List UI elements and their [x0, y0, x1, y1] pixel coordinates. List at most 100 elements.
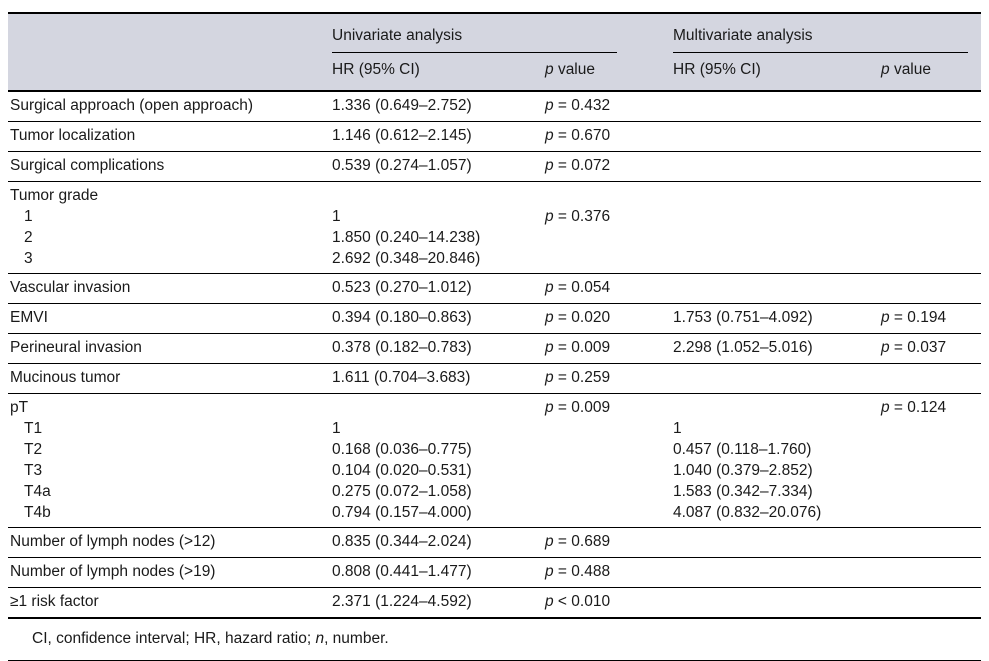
row-label: Surgical approach (open approach) — [10, 97, 253, 114]
value-word: value — [557, 61, 595, 78]
multivariate-p-cell: p = 0.124 — [881, 399, 947, 416]
row-group-vascular-invasion: Vascular invasion 0.523 (0.270–1.012) p = … — [8, 274, 981, 304]
row-group-tumor-grade: Tumor grade 1 1 p = 0.376 2 1.850 (0.240–14.2… — [8, 182, 981, 274]
multivariate-hr-ci-header: HR (95% CI) — [673, 61, 761, 78]
univariate-p-cell: p = 0.432 — [545, 97, 611, 114]
row-label: T4a — [24, 483, 51, 500]
table-row: T4b 0.794 (0.157–4.000) 4.087 (0.832–20.07… — [8, 502, 981, 523]
univariate-p-cell: p = 0.072 — [545, 157, 611, 174]
univariate-p-cell: p = 0.259 — [545, 369, 611, 386]
univariate-hr-cell: 0.378 (0.182–0.783) — [332, 339, 472, 356]
row-label: Number of lymph nodes (>12) — [10, 533, 216, 550]
univariate-hr-cell: 1 — [332, 208, 341, 225]
multivariate-hr-cell: 2.298 (1.052–5.016) — [673, 339, 813, 356]
univariate-hr-cell: 0.394 (0.180–0.863) — [332, 309, 472, 326]
footnote-n-italic: n — [315, 630, 325, 647]
footnote-text: , number. — [324, 630, 389, 647]
row-label: 1 — [24, 208, 33, 225]
table-row: Vascular invasion 0.523 (0.270–1.012) p = … — [8, 274, 981, 303]
table-row: T3 0.104 (0.020–0.531) 1.040 (0.379–2.852) — [8, 460, 981, 481]
row-group-tumor-localization: Tumor localization 1.146 (0.612–2.145) p =… — [8, 122, 981, 152]
table-row: T2 0.168 (0.036–0.775) 0.457 (0.118–1.760) — [8, 439, 981, 460]
multivariate-analysis-header: Multivariate analysis — [673, 27, 968, 53]
multivariate-hr-cell: 1 — [673, 420, 682, 437]
footnote-text: CI, confidence interval; HR, hazard rati… — [32, 630, 316, 647]
row-label: ≥1 risk factor — [10, 593, 99, 610]
univariate-hr-cell: 0.835 (0.344–2.024) — [332, 533, 472, 550]
multivariate-hr-cell: 1.753 (0.751–4.092) — [673, 309, 813, 326]
univariate-hr-cell: 0.539 (0.274–1.057) — [332, 157, 472, 174]
table-row: T1 1 1 — [8, 418, 981, 439]
univariate-p-cell: p = 0.020 — [545, 309, 611, 326]
row-group-perineural-invasion: Perineural invasion 0.378 (0.182–0.783) p … — [8, 334, 981, 364]
univariate-p-cell: p = 0.009 — [545, 339, 611, 356]
row-group-surgical-complications: Surgical complications 0.539 (0.274–1.057… — [8, 152, 981, 182]
univariate-analysis-header: Univariate analysis — [332, 27, 617, 53]
univariate-hr-cell: 0.808 (0.441–1.477) — [332, 563, 472, 580]
p-symbol: p — [881, 309, 890, 326]
row-group-mucinous-tumor: Mucinous tumor 1.611 (0.704–3.683) p = 0.2… — [8, 364, 981, 394]
univariate-hr-cell: 0.275 (0.072–1.058) — [332, 483, 472, 500]
p-symbol: p — [545, 61, 554, 78]
univariate-p-cell: p = 0.009 — [545, 399, 611, 416]
row-label: T1 — [24, 420, 43, 437]
p-symbol: p — [545, 309, 554, 326]
row-group-emvi: EMVI 0.394 (0.180–0.863) p = 0.020 1.753 (0… — [8, 304, 981, 334]
row-label: EMVI — [10, 309, 48, 326]
row-label: 2 — [24, 229, 33, 246]
univariate-hr-cell: 1.336 (0.649–2.752) — [332, 97, 472, 114]
row-label: Surgical complications — [10, 157, 165, 174]
univariate-hr-cell: 1.850 (0.240–14.238) — [332, 229, 481, 246]
p-symbol: p — [881, 339, 890, 356]
table-row: Number of lymph nodes (>12) 0.835 (0.344–… — [8, 528, 981, 557]
table-row: 3 2.692 (0.348–20.846) — [8, 248, 981, 269]
multivariate-p-cell: p = 0.194 — [881, 309, 947, 326]
row-label: 3 — [24, 250, 33, 267]
p-symbol: p — [545, 563, 554, 580]
p-symbol: p — [545, 533, 554, 550]
univariate-hr-cell: 0.794 (0.157–4.000) — [332, 504, 472, 521]
table-row: ≥1 risk factor 2.371 (1.224–4.592) p < 0.0… — [8, 588, 981, 617]
row-label: T3 — [24, 462, 43, 479]
row-group-surgical-approach: Surgical approach (open approach) 1.336 (… — [8, 92, 981, 122]
univariate-hr-cell: 1 — [332, 420, 341, 437]
univariate-analysis-label: Univariate analysis — [332, 27, 463, 44]
table-row: Perineural invasion 0.378 (0.182–0.783) p … — [8, 334, 981, 363]
p-symbol: p — [881, 399, 890, 416]
table-row: Surgical approach (open approach) 1.336 (… — [8, 92, 981, 121]
multivariate-p-value-header: p value — [881, 61, 981, 79]
table-row: pT p = 0.009 p = 0.124 — [8, 397, 981, 418]
univariate-p-cell: p = 0.376 — [545, 208, 611, 225]
row-group-pt-stage: pT p = 0.009 p = 0.124 T1 1 1 T2 0.168 (0.036–0… — [8, 394, 981, 528]
univariate-p-cell: p = 0.488 — [545, 563, 611, 580]
row-label: Vascular invasion — [10, 279, 131, 296]
p-symbol: p — [545, 97, 554, 114]
p-symbol: p — [545, 339, 554, 356]
multivariate-hr-cell: 1.040 (0.379–2.852) — [673, 462, 813, 479]
header-group-row: Univariate analysis Multivariate analysi… — [8, 14, 981, 53]
table-row: EMVI 0.394 (0.180–0.863) p = 0.020 1.753 (0… — [8, 304, 981, 333]
value-word: value — [893, 61, 931, 78]
row-label: T4b — [24, 504, 51, 521]
row-group-lymph-nodes-19: Number of lymph nodes (>19) 0.808 (0.441–… — [8, 558, 981, 588]
univariate-p-cell: p = 0.670 — [545, 127, 611, 144]
table-header: Univariate analysis Multivariate analysi… — [8, 12, 981, 92]
univariate-hr-cell: 1.611 (0.704–3.683) — [332, 369, 471, 386]
univariate-p-cell: p = 0.054 — [545, 279, 611, 296]
multivariate-analysis-label: Multivariate analysis — [673, 27, 813, 44]
univariate-p-value-header: p value — [545, 61, 673, 79]
row-label: Perineural invasion — [10, 339, 142, 356]
table-row: Tumor grade — [8, 185, 981, 206]
multivariate-hr-cell: 0.457 (0.118–1.760) — [673, 441, 812, 458]
univariate-hr-cell: 0.168 (0.036–0.775) — [332, 441, 472, 458]
table-row: 2 1.850 (0.240–14.238) — [8, 227, 981, 248]
row-group-risk-factor: ≥1 risk factor 2.371 (1.224–4.592) p < 0.0… — [8, 588, 981, 619]
univariate-hr-cell: 2.692 (0.348–20.846) — [332, 250, 481, 267]
univariate-hr-cell: 0.523 (0.270–1.012) — [332, 279, 472, 296]
multivariate-p-cell: p = 0.037 — [881, 339, 947, 356]
univariate-hr-ci-header: HR (95% CI) — [332, 61, 420, 78]
row-label: Tumor grade — [10, 187, 99, 204]
p-symbol: p — [881, 61, 890, 78]
table-row: Mucinous tumor 1.611 (0.704–3.683) p = 0.2… — [8, 364, 981, 393]
p-symbol: p — [545, 208, 554, 225]
